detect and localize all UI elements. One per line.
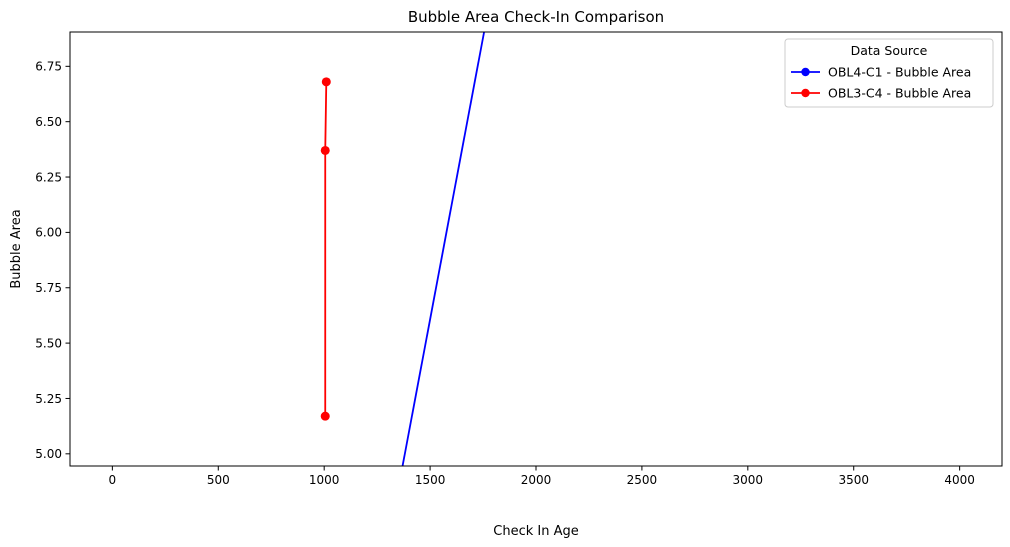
x-tick-label: 2500 bbox=[627, 473, 658, 487]
data-point-obl3-c4 bbox=[321, 77, 331, 87]
data-point-obl3-c4 bbox=[320, 145, 330, 155]
x-axis-title: Check In Age bbox=[493, 524, 578, 539]
series-layer bbox=[320, 32, 485, 466]
x-tick-label: 4000 bbox=[944, 473, 975, 487]
legend-entry-obl4-c1: OBL4-C1 - Bubble Area bbox=[791, 65, 971, 80]
x-tick-label: 1000 bbox=[309, 473, 340, 487]
y-tick-label: 6.00 bbox=[35, 226, 62, 240]
y-tick-label: 5.75 bbox=[35, 281, 62, 295]
x-tick-label: 1500 bbox=[415, 473, 446, 487]
y-tick-label: 6.25 bbox=[35, 170, 62, 184]
chart-title: Bubble Area Check-In Comparison bbox=[408, 8, 664, 26]
legend-box bbox=[784, 38, 994, 108]
y-tick-label: 6.75 bbox=[35, 60, 62, 74]
legend: Data Source OBL4-C1 - Bubble Area OBL3-C… bbox=[784, 38, 994, 108]
y-axis-ticks: 5.00 5.25 5.50 5.75 6.00 6.25 6.50 6.75 bbox=[35, 60, 70, 461]
y-tick-label: 5.25 bbox=[35, 392, 62, 406]
legend-entry-obl3-c4: OBL3-C4 - Bubble Area bbox=[791, 86, 971, 101]
x-tick-label: 500 bbox=[207, 473, 230, 487]
legend-label-obl3-c4: OBL3-C4 - Bubble Area bbox=[828, 86, 971, 101]
y-axis-title: Bubble Area bbox=[9, 209, 24, 288]
y-tick-label: 5.00 bbox=[35, 447, 62, 461]
x-tick-label: 3500 bbox=[838, 473, 869, 487]
legend-marker-obl4-c1 bbox=[801, 67, 810, 77]
x-axis-ticks: 0 500 1000 1500 2000 2500 3000 3500 4000 bbox=[109, 466, 975, 487]
x-tick-label: 3000 bbox=[733, 473, 764, 487]
legend-label-obl4-c1: OBL4-C1 - Bubble Area bbox=[828, 65, 971, 80]
legend-title: Data Source bbox=[851, 43, 928, 58]
y-tick-label: 5.50 bbox=[35, 336, 62, 350]
series-line-obl4-c1 bbox=[401, 32, 485, 466]
legend-marker-obl3-c4 bbox=[801, 88, 810, 98]
x-tick-label: 2000 bbox=[521, 473, 552, 487]
x-tick-label: 0 bbox=[109, 473, 117, 487]
y-tick-label: 6.50 bbox=[35, 115, 62, 129]
data-point-obl3-c4 bbox=[320, 411, 330, 421]
